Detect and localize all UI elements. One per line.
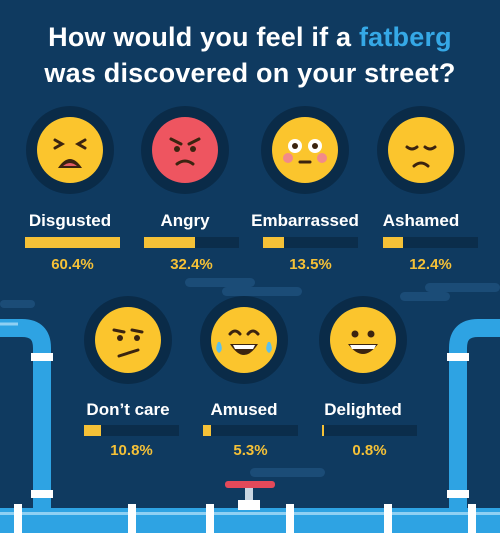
bar [84, 425, 101, 436]
value-label: 10.8% [110, 442, 153, 459]
category-label: Don’t care [86, 400, 170, 419]
background-cloud [250, 468, 325, 477]
title-line-1: How would you feel if a fatberg [0, 22, 500, 53]
category-label: Angry [160, 211, 210, 230]
bar [322, 425, 324, 436]
value-label: 13.5% [289, 256, 332, 273]
bar [144, 237, 195, 248]
value-label: 0.8% [352, 442, 387, 459]
bar [203, 425, 212, 436]
title-line-2: was discovered on your street? [44, 58, 456, 88]
angry-face-icon [141, 106, 229, 194]
ashamed-face-icon [377, 106, 465, 194]
delighted-face-icon [319, 296, 407, 384]
background-cloud [0, 300, 35, 308]
bar-track [203, 425, 298, 436]
value-label: 60.4% [51, 256, 94, 273]
value-label: 5.3% [233, 442, 268, 459]
bar [263, 237, 285, 248]
background-cloud [400, 292, 450, 301]
amused-face-icon [200, 296, 288, 384]
bar-track [263, 237, 358, 248]
dont-care-face-icon [84, 296, 172, 384]
category-label: Delighted [324, 400, 402, 419]
value-label: 12.4% [409, 256, 452, 273]
category-label: Amused [210, 400, 278, 419]
category-label: Disgusted [28, 211, 112, 230]
bar-track [84, 425, 179, 436]
disgusted-face-icon [26, 106, 114, 194]
background-cloud [185, 278, 255, 287]
background-cloud [222, 287, 302, 296]
category-label: Embarrassed [251, 211, 359, 230]
bar-track [322, 425, 417, 436]
title-prefix: How would you feel if a [48, 22, 359, 52]
bar [25, 237, 120, 248]
title-highlight: fatberg [358, 22, 452, 52]
bar [383, 237, 403, 248]
embarrassed-face-icon [261, 106, 349, 194]
bar-track [383, 237, 478, 248]
category-label: Ashamed [382, 211, 460, 230]
background-cloud [425, 283, 500, 292]
value-label: 32.4% [170, 256, 213, 273]
